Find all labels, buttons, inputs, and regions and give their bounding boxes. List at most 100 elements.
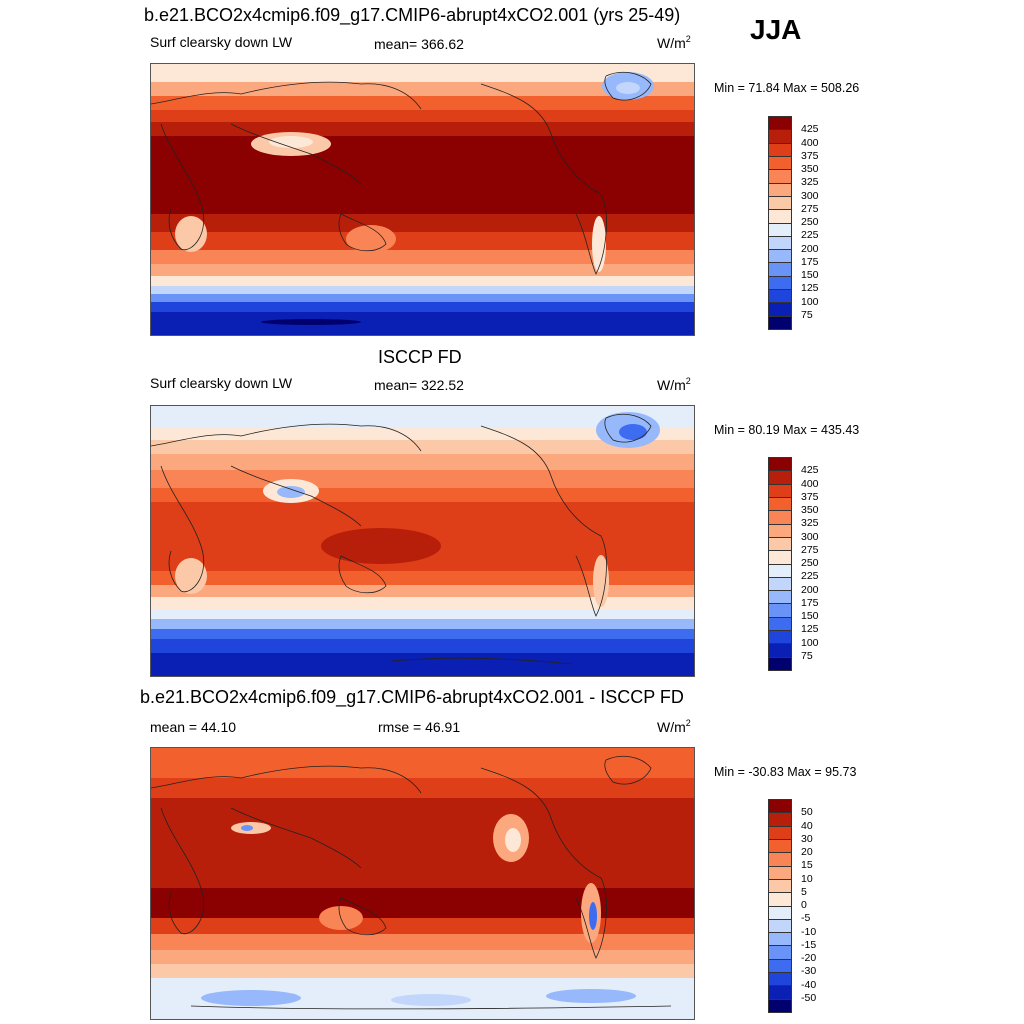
p2-swatch xyxy=(769,458,791,472)
colorbar-tick-label: 150 xyxy=(801,610,819,622)
colorbar-tick-label: 125 xyxy=(801,623,819,636)
p1-swatch xyxy=(769,303,791,317)
colorbar-tick-label: 5 xyxy=(801,885,807,898)
colorbar-tick-label: 275 xyxy=(801,202,819,215)
colorbar-tick-label: 75 xyxy=(801,649,813,662)
panel3-map xyxy=(150,747,695,1020)
p1-swatch xyxy=(769,196,791,211)
p2-swatch xyxy=(769,471,791,485)
colorbar-tick-label: 225 xyxy=(801,570,819,583)
colorbar-tick-label: 325 xyxy=(801,517,819,530)
p1-swatch xyxy=(769,316,791,329)
p3-swatch xyxy=(769,893,791,907)
panel2-colorbar xyxy=(768,457,792,671)
p2-swatch xyxy=(769,511,791,525)
colorbar-tick-label: 15 xyxy=(801,859,813,872)
p1-swatch xyxy=(769,210,791,224)
panel2-title: ISCCP FD xyxy=(378,347,462,367)
panel1-units: W/m2 xyxy=(657,34,691,51)
p3-swatch xyxy=(769,919,791,934)
colorbar-tick-label: -15 xyxy=(801,938,817,951)
panel1-mean: mean= 366.62 xyxy=(374,36,464,52)
colorbar-tick-label: 375 xyxy=(801,149,819,162)
panel3-colorbar xyxy=(768,799,792,1013)
colorbar-tick-label: 100 xyxy=(801,636,819,649)
colorbar-tick-label: 350 xyxy=(801,163,819,175)
colorbar-tick-label: 10 xyxy=(801,872,813,885)
colorbar-tick-label: 75 xyxy=(801,308,813,321)
colorbar-tick-label: -5 xyxy=(801,912,811,925)
colorbar-tick-label: 250 xyxy=(801,557,819,569)
p3-swatch xyxy=(769,853,791,867)
p1-swatch xyxy=(769,117,791,131)
colorbar-tick-label: 300 xyxy=(801,189,819,202)
panel3-minmax: Min = -30.83 Max = 95.73 xyxy=(714,765,857,779)
p2-swatch xyxy=(769,577,791,592)
p3-swatch xyxy=(769,826,791,840)
p1-swatch xyxy=(769,290,791,304)
panel3-rmse: rmse = 46.91 xyxy=(378,719,461,735)
colorbar-tick-label: 225 xyxy=(801,229,819,242)
colorbar-tick-label: 375 xyxy=(801,490,819,503)
colorbar-tick-label: 200 xyxy=(801,583,819,596)
colorbar-tick-label: 30 xyxy=(801,832,813,845)
p1-swatch xyxy=(769,236,791,251)
colorbar-tick-label: 250 xyxy=(801,216,819,228)
panel2-minmax: Min = 80.19 Max = 435.43 xyxy=(714,423,860,437)
p1-swatch xyxy=(769,130,791,144)
p3-swatch xyxy=(769,839,791,854)
colorbar-tick-label: 150 xyxy=(801,269,819,281)
p3-swatch xyxy=(769,906,791,920)
colorbar-tick-label: -30 xyxy=(801,965,817,978)
panel2-variable: Surf clearsky down LW xyxy=(150,375,293,391)
p2-swatch xyxy=(769,497,791,512)
colorbar-tick-label: -10 xyxy=(801,925,817,938)
p1-swatch xyxy=(769,223,791,237)
p3-swatch xyxy=(769,959,791,974)
panel2-units: W/m2 xyxy=(657,376,691,393)
colorbar-tick-label: 300 xyxy=(801,530,819,543)
panel1-colorbar xyxy=(768,116,792,330)
p1-swatch xyxy=(769,183,791,197)
p2-swatch xyxy=(769,537,791,552)
p2-swatch xyxy=(769,591,791,605)
colorbar-tick-label: 175 xyxy=(801,255,819,268)
colorbar-tick-label: 175 xyxy=(801,596,819,609)
colorbar-tick-label: -40 xyxy=(801,978,817,991)
panel3-mean: mean = 44.10 xyxy=(150,719,237,735)
panel1-variable: Surf clearsky down LW xyxy=(150,34,293,50)
colorbar-tick-label: 100 xyxy=(801,295,819,308)
p3-swatch xyxy=(769,813,791,827)
p3-swatch xyxy=(769,800,791,814)
p3-swatch xyxy=(769,973,791,987)
colorbar-tick-label: 275 xyxy=(801,543,819,556)
season-label: JJA xyxy=(750,14,802,45)
panel1-minmax: Min = 71.84 Max = 508.26 xyxy=(714,81,860,95)
p2-swatch xyxy=(769,644,791,658)
p1-swatch xyxy=(769,276,791,291)
p1-swatch xyxy=(769,143,791,157)
colorbar-tick-label: 350 xyxy=(801,504,819,516)
p3-swatch xyxy=(769,879,791,894)
panel3-units: W/m2 xyxy=(657,718,691,735)
p2-swatch xyxy=(769,524,791,538)
p2-swatch xyxy=(769,617,791,632)
p2-swatch xyxy=(769,564,791,578)
p3-swatch xyxy=(769,999,791,1012)
p2-swatch xyxy=(769,657,791,670)
colorbar-tick-label: -50 xyxy=(801,991,817,1004)
colorbar-tick-label: -20 xyxy=(801,952,817,964)
colorbar-tick-label: 425 xyxy=(801,464,819,477)
colorbar-tick-label: 40 xyxy=(801,819,813,832)
p1-swatch xyxy=(769,250,791,264)
colorbar-tick-label: 0 xyxy=(801,899,807,911)
p2-swatch xyxy=(769,631,791,645)
p2-swatch xyxy=(769,604,791,618)
panel2-map xyxy=(150,405,695,677)
p3-swatch xyxy=(769,986,791,1000)
colorbar-tick-label: 325 xyxy=(801,176,819,189)
p2-swatch xyxy=(769,551,791,565)
colorbar-tick-label: 50 xyxy=(801,806,813,819)
p1-swatch xyxy=(769,263,791,277)
colorbar-tick-label: 400 xyxy=(801,477,819,490)
